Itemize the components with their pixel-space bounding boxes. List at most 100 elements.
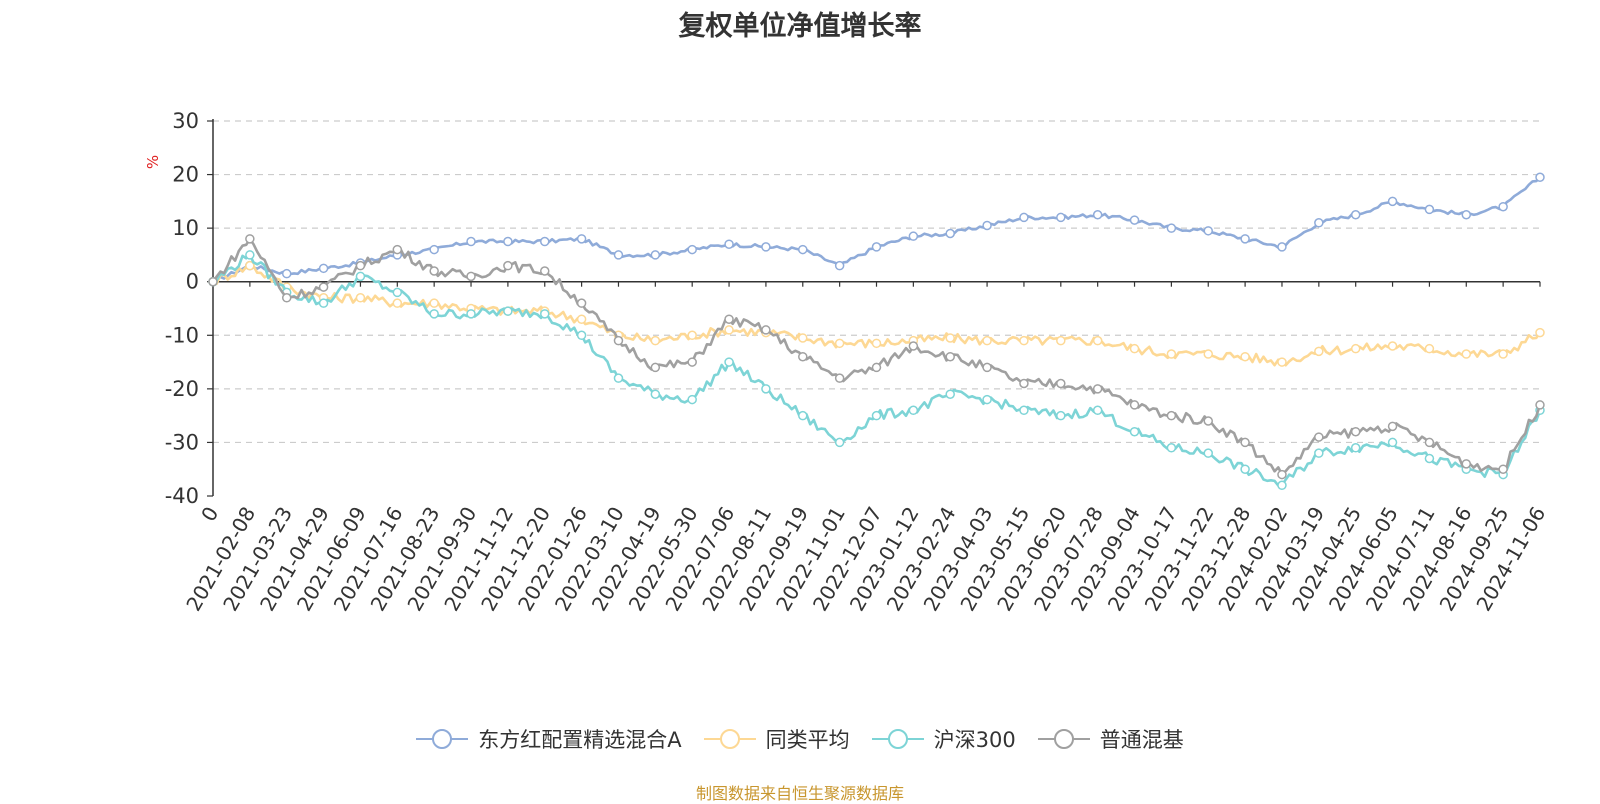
data-point (1314, 346, 1324, 357)
data-point (1424, 437, 1435, 448)
data-point (687, 244, 697, 255)
data-point (834, 338, 845, 349)
data-point (1277, 242, 1287, 252)
series-lines (208, 172, 1545, 491)
data-point (1092, 210, 1103, 220)
y-tick-label: 10 (172, 216, 199, 240)
data-point (1535, 327, 1545, 338)
data-point (1424, 343, 1435, 354)
data-point (1166, 443, 1177, 453)
data-point (1203, 448, 1213, 458)
source-note: 制图数据来自恒生聚源数据库 (695, 784, 904, 803)
data-point (466, 271, 476, 282)
data-point (1277, 357, 1287, 367)
data-point (871, 242, 882, 252)
data-point (650, 250, 661, 260)
data-point (392, 298, 403, 308)
data-point (1129, 426, 1140, 437)
data-point (1461, 349, 1472, 359)
legend-swatch-icon (703, 729, 756, 749)
data-point (798, 351, 808, 362)
y-tick-label: -40 (165, 484, 199, 508)
data-point (945, 389, 955, 399)
series-line (212, 264, 1542, 367)
data-point (1461, 459, 1472, 469)
data-point (1019, 335, 1029, 346)
data-point (540, 236, 550, 247)
data-point (1092, 384, 1103, 394)
data-point (245, 250, 255, 260)
data-point (613, 373, 624, 383)
data-point (1498, 349, 1508, 359)
data-point (908, 231, 919, 241)
data-point (576, 298, 587, 308)
data-point (650, 335, 661, 346)
legend-swatch-icon (1037, 729, 1090, 749)
data-point (576, 314, 587, 324)
data-point (724, 239, 734, 249)
y-tick-label: -30 (165, 430, 199, 454)
data-point (429, 309, 439, 319)
data-point (982, 362, 992, 373)
y-tick-label: 0 (186, 270, 199, 294)
data-point (466, 236, 476, 247)
data-point (1424, 204, 1435, 215)
legend: 东方红配置精选混合A 同类平均 沪深300 普通混基 (0, 724, 1600, 754)
data-point (355, 293, 366, 303)
legend-item-1[interactable]: 东方红配置精选混合A (416, 724, 682, 754)
data-point (1203, 349, 1213, 359)
data-point (1277, 480, 1287, 491)
data-point (245, 260, 255, 271)
legend-item-2[interactable]: 同类平均 (703, 724, 850, 754)
data-point (613, 335, 624, 346)
legend-label: 同类平均 (765, 728, 850, 752)
data-point (982, 220, 992, 231)
data-point (1350, 443, 1361, 453)
legend-label: 东方红配置精选混合A (478, 728, 682, 752)
data-point (834, 437, 845, 448)
data-point (576, 330, 587, 341)
data-point (871, 410, 882, 421)
data-point (1498, 464, 1508, 474)
data-point (1314, 218, 1324, 228)
axes (212, 119, 1540, 496)
y-tick-label: -10 (165, 323, 199, 347)
data-point (945, 333, 955, 343)
data-point (540, 266, 550, 276)
data-point (1056, 212, 1066, 223)
data-point (1240, 437, 1250, 448)
data-point (687, 357, 697, 367)
data-point (1129, 215, 1140, 225)
data-point (724, 357, 734, 367)
data-point (1350, 343, 1361, 354)
legend-item-3[interactable]: 沪深300 (871, 724, 1016, 754)
data-point (318, 282, 329, 292)
data-point (503, 306, 513, 316)
legend-swatch-icon (871, 729, 924, 749)
legend-item-4[interactable]: 普通混基 (1037, 724, 1184, 754)
y-axis-label: % (144, 155, 162, 169)
data-point (945, 228, 955, 239)
data-point (834, 373, 845, 383)
data-point (1277, 469, 1287, 480)
data-point (687, 330, 697, 341)
data-point (429, 298, 439, 308)
data-point (318, 263, 329, 274)
data-point (245, 234, 255, 244)
data-point (687, 394, 697, 405)
data-point (908, 341, 919, 351)
data-point (1056, 335, 1066, 346)
data-point (1350, 210, 1361, 220)
chart-title: 复权单位净值增长率 (678, 11, 922, 42)
data-point (650, 362, 661, 373)
legend-label: 普通混基 (1099, 728, 1184, 752)
data-point (761, 384, 771, 394)
data-point (281, 293, 292, 303)
legend-label: 沪深300 (933, 728, 1016, 752)
data-point (318, 298, 329, 308)
data-point (982, 394, 992, 405)
data-point (871, 338, 882, 349)
data-point (392, 244, 403, 255)
data-point (650, 389, 661, 399)
data-point (798, 410, 808, 421)
